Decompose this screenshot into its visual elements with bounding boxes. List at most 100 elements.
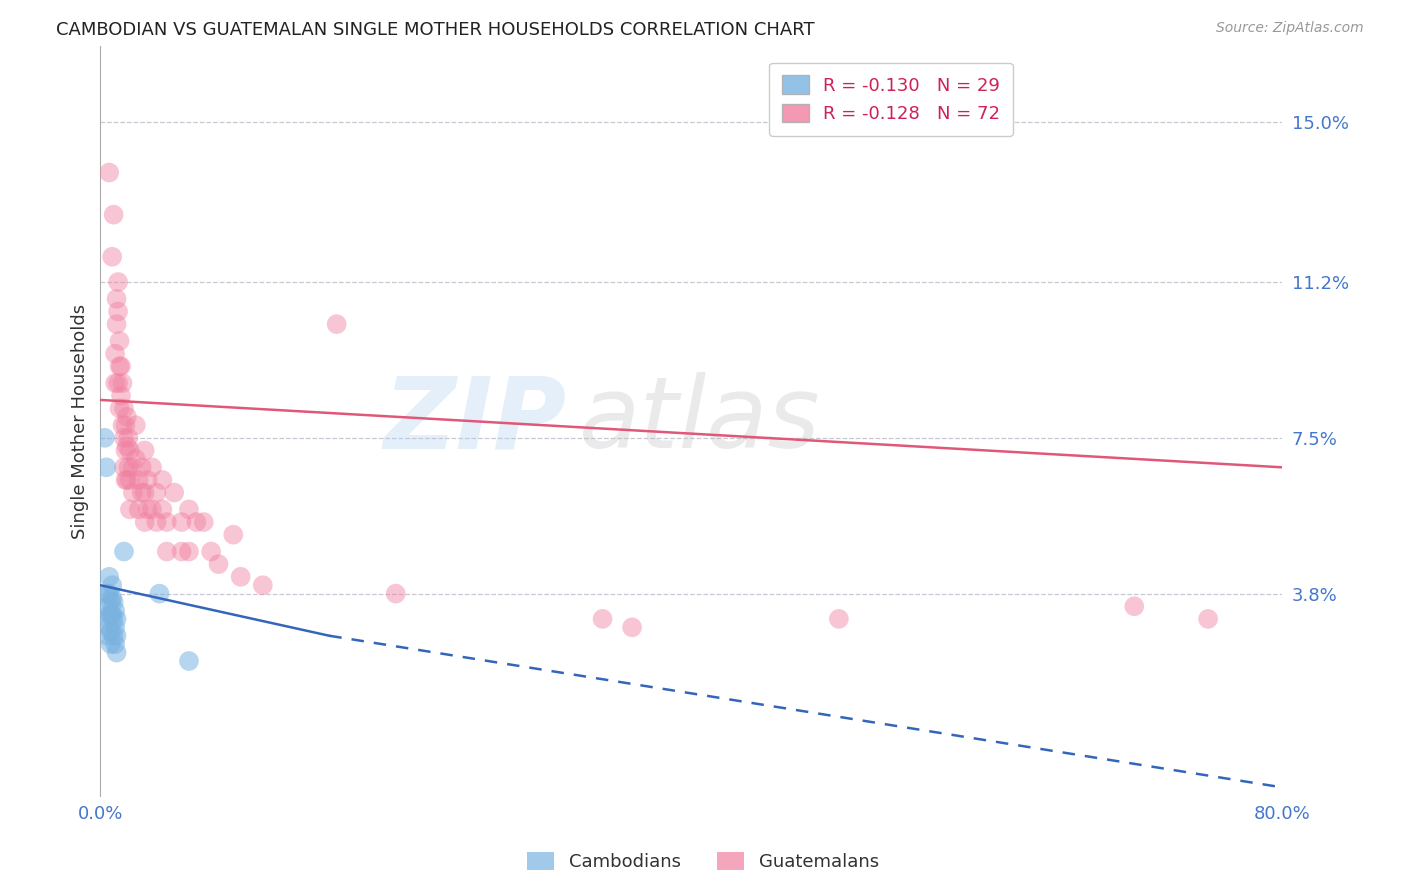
Point <box>112 460 135 475</box>
Point <box>103 208 125 222</box>
Point <box>101 591 124 605</box>
Point <box>97 612 120 626</box>
Point <box>128 502 150 516</box>
Point <box>100 595 122 609</box>
Point <box>1123 599 1146 614</box>
Point <box>118 502 141 516</box>
Point <box>117 460 139 475</box>
Text: ZIP: ZIP <box>384 373 567 469</box>
Point <box>98 587 121 601</box>
Point <box>193 515 215 529</box>
Point <box>101 607 124 622</box>
Point <box>170 515 193 529</box>
Point <box>131 460 153 475</box>
Point <box>136 473 159 487</box>
Point <box>252 578 274 592</box>
Legend: Cambodians, Guatemalans: Cambodians, Guatemalans <box>520 845 886 879</box>
Point <box>156 515 179 529</box>
Point <box>177 502 200 516</box>
Point <box>105 646 128 660</box>
Point <box>112 544 135 558</box>
Point <box>112 431 135 445</box>
Point <box>136 502 159 516</box>
Point <box>98 607 121 622</box>
Point <box>107 275 129 289</box>
Point <box>111 376 134 390</box>
Text: Source: ZipAtlas.com: Source: ZipAtlas.com <box>1216 21 1364 35</box>
Point <box>94 431 117 445</box>
Point <box>121 460 143 475</box>
Point <box>170 544 193 558</box>
Point <box>104 620 127 634</box>
Point <box>134 443 156 458</box>
Point <box>177 654 200 668</box>
Point <box>115 409 138 424</box>
Point <box>97 599 120 614</box>
Point <box>100 624 122 639</box>
Point <box>101 250 124 264</box>
Point <box>104 603 127 617</box>
Point <box>100 607 122 622</box>
Point <box>592 612 614 626</box>
Point <box>110 359 132 374</box>
Point <box>177 544 200 558</box>
Point <box>163 485 186 500</box>
Point <box>222 527 245 541</box>
Point <box>105 629 128 643</box>
Point <box>108 359 131 374</box>
Point <box>150 473 173 487</box>
Point <box>108 334 131 348</box>
Point <box>115 439 138 453</box>
Point <box>229 570 252 584</box>
Point <box>105 317 128 331</box>
Point <box>98 165 121 179</box>
Point <box>108 401 131 416</box>
Point <box>325 317 347 331</box>
Point <box>114 473 136 487</box>
Point <box>112 401 135 416</box>
Text: atlas: atlas <box>579 373 821 469</box>
Point <box>101 578 124 592</box>
Point <box>150 502 173 516</box>
Text: CAMBODIAN VS GUATEMALAN SINGLE MOTHER HOUSEHOLDS CORRELATION CHART: CAMBODIAN VS GUATEMALAN SINGLE MOTHER HO… <box>56 21 815 38</box>
Point <box>125 418 148 433</box>
Point <box>121 485 143 500</box>
Point <box>828 612 851 626</box>
Point <box>145 485 167 500</box>
Point <box>105 292 128 306</box>
Legend: R = -0.130   N = 29, R = -0.128   N = 72: R = -0.130 N = 29, R = -0.128 N = 72 <box>769 62 1012 136</box>
Point <box>104 376 127 390</box>
Point <box>118 443 141 458</box>
Point <box>97 629 120 643</box>
Point <box>114 443 136 458</box>
Point <box>107 376 129 390</box>
Point <box>141 502 163 516</box>
Point <box>125 451 148 466</box>
Point <box>107 304 129 318</box>
Point <box>105 612 128 626</box>
Point <box>114 418 136 433</box>
Point <box>384 587 406 601</box>
Point <box>1197 612 1219 626</box>
Point <box>141 460 163 475</box>
Point <box>98 570 121 584</box>
Point <box>134 485 156 500</box>
Point <box>200 544 222 558</box>
Point <box>117 431 139 445</box>
Point <box>104 637 127 651</box>
Point <box>186 515 208 529</box>
Point <box>128 473 150 487</box>
Point <box>103 595 125 609</box>
Point <box>98 620 121 634</box>
Point <box>207 557 229 571</box>
Point <box>621 620 644 634</box>
Point <box>104 346 127 360</box>
Point <box>148 587 170 601</box>
Point <box>134 515 156 529</box>
Y-axis label: Single Mother Households: Single Mother Households <box>72 303 89 539</box>
Point <box>118 473 141 487</box>
Point <box>131 485 153 500</box>
Point <box>115 473 138 487</box>
Point <box>97 587 120 601</box>
Point <box>100 637 122 651</box>
